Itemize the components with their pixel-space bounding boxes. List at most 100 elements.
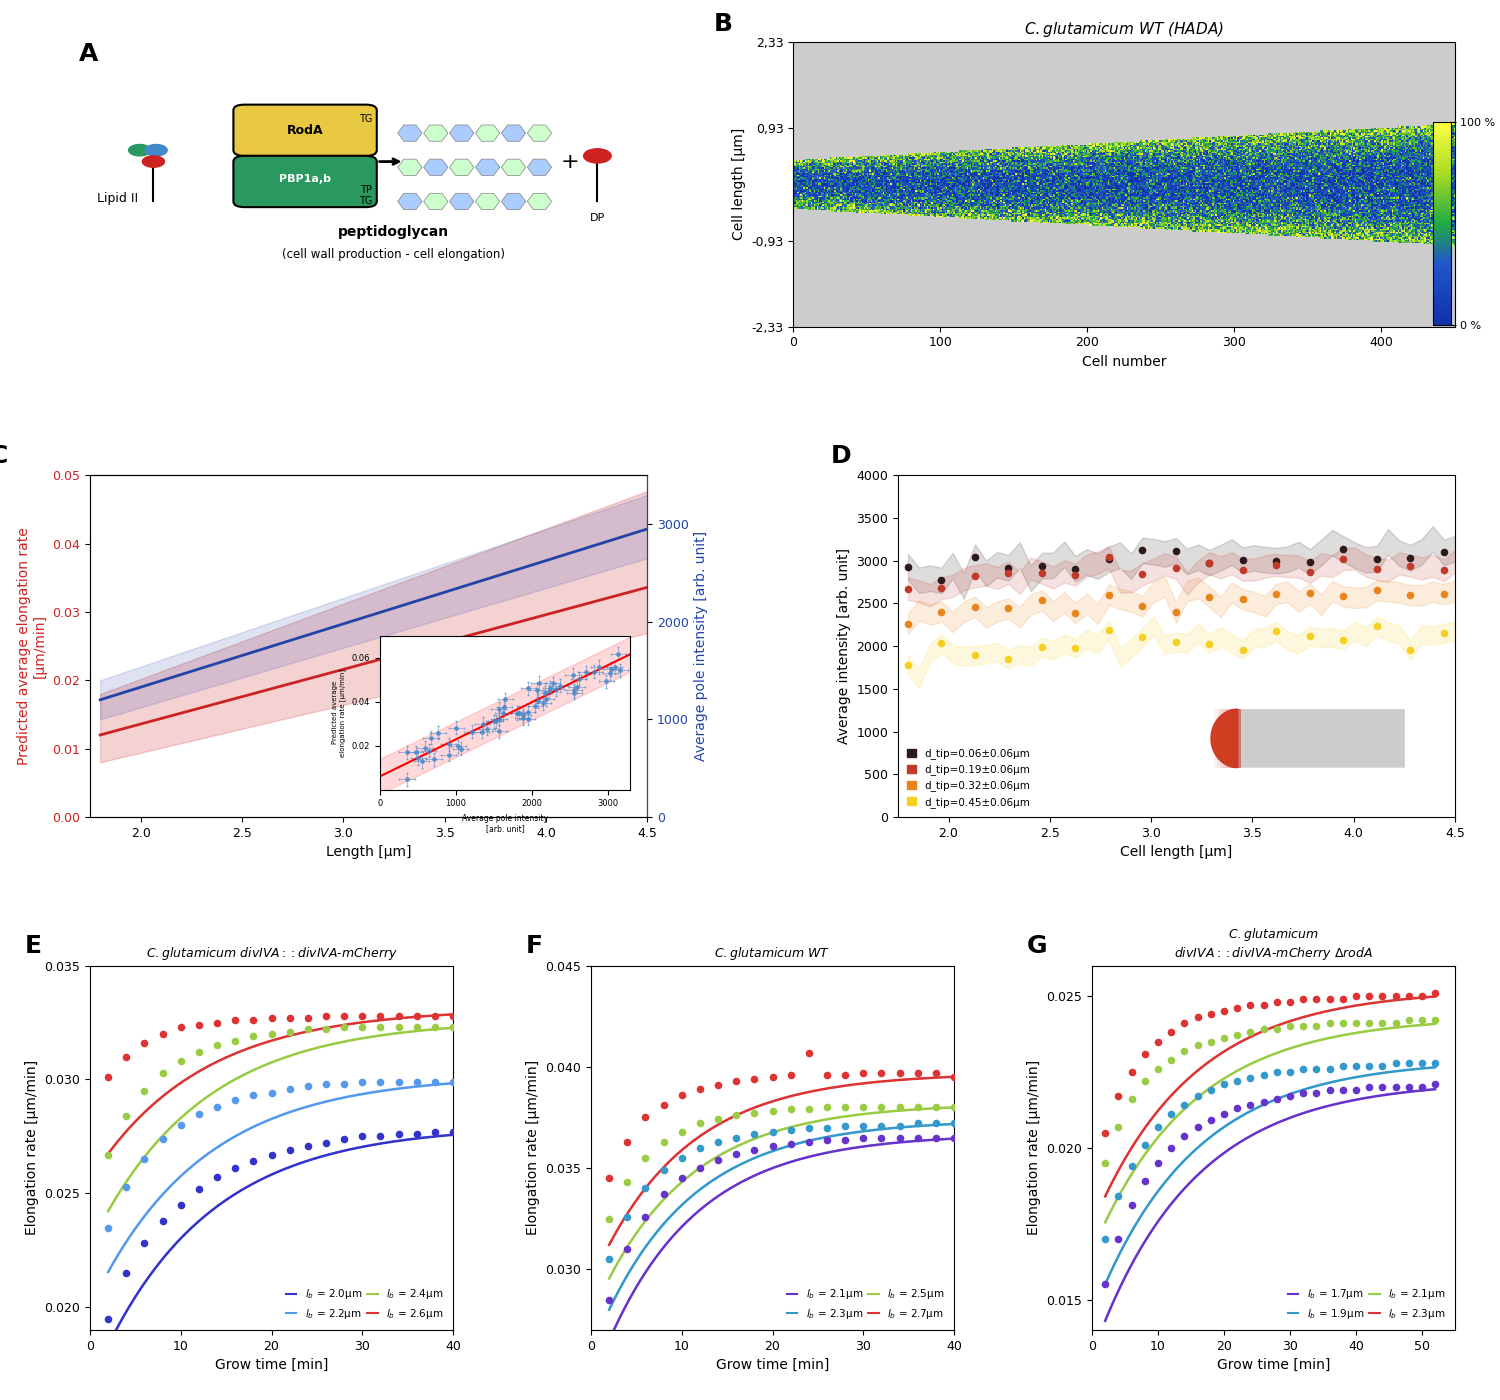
Point bbox=[1358, 1012, 1382, 1035]
Point bbox=[1119, 1088, 1143, 1110]
Point bbox=[688, 1137, 712, 1159]
Point bbox=[1173, 1093, 1197, 1116]
Point bbox=[1365, 557, 1389, 580]
Point bbox=[1198, 1030, 1222, 1053]
Point bbox=[224, 1089, 248, 1112]
Y-axis label: Elongation rate [μm/min]: Elongation rate [μm/min] bbox=[1028, 1060, 1041, 1235]
Point bbox=[669, 1168, 693, 1190]
Point bbox=[1146, 1057, 1170, 1079]
Point bbox=[852, 1127, 876, 1149]
Legend: d_tip=0.06±0.06μm, d_tip=0.19±0.06μm, d_tip=0.32±0.06μm, d_tip=0.45±0.06μm: d_tip=0.06±0.06μm, d_tip=0.19±0.06μm, d_… bbox=[903, 745, 1034, 812]
Point bbox=[423, 1004, 447, 1026]
Point bbox=[150, 1127, 174, 1149]
Y-axis label: Cell length [μm]: Cell length [μm] bbox=[732, 129, 746, 241]
Point bbox=[1424, 1009, 1448, 1032]
Point bbox=[760, 1100, 784, 1123]
Point bbox=[260, 1082, 284, 1105]
Point bbox=[1164, 631, 1188, 654]
Point bbox=[1398, 554, 1422, 577]
Point bbox=[1264, 991, 1288, 1014]
Point bbox=[615, 1238, 639, 1260]
Point bbox=[615, 1131, 639, 1154]
Point bbox=[760, 1134, 784, 1156]
Point bbox=[1239, 1067, 1263, 1089]
Point bbox=[242, 1151, 266, 1173]
Legend: $l_b$ = 2.0μm, $l_b$ = 2.2μm, $l_b$ = 2.4μm, $l_b$ = 2.6μm: $l_b$ = 2.0μm, $l_b$ = 2.2μm, $l_b$ = 2.… bbox=[282, 1284, 448, 1324]
Polygon shape bbox=[423, 193, 448, 210]
Point bbox=[778, 1098, 802, 1120]
Point bbox=[815, 1116, 839, 1138]
Point bbox=[387, 1071, 411, 1093]
Point bbox=[706, 1131, 730, 1154]
X-axis label: Cell number: Cell number bbox=[1082, 356, 1167, 370]
Point bbox=[1298, 560, 1322, 582]
Point bbox=[688, 1156, 712, 1179]
Point bbox=[742, 1138, 766, 1161]
Point bbox=[170, 1194, 194, 1217]
Point bbox=[1396, 1051, 1420, 1074]
Point bbox=[796, 1042, 820, 1064]
Point bbox=[1030, 589, 1054, 612]
Point bbox=[1212, 1028, 1236, 1050]
Point bbox=[188, 1102, 211, 1124]
Point bbox=[1264, 1018, 1288, 1040]
Point bbox=[1398, 546, 1422, 568]
Point bbox=[260, 1023, 284, 1046]
Point bbox=[896, 556, 920, 578]
Point bbox=[1305, 1057, 1329, 1079]
Point bbox=[1424, 981, 1448, 1004]
Point bbox=[1344, 984, 1368, 1007]
Circle shape bbox=[142, 155, 165, 167]
Point bbox=[1107, 1228, 1131, 1250]
Point bbox=[963, 595, 987, 617]
Polygon shape bbox=[476, 193, 500, 210]
Point bbox=[150, 1023, 174, 1046]
Point bbox=[1107, 1116, 1131, 1138]
Point bbox=[278, 1021, 302, 1043]
Point bbox=[1064, 563, 1088, 585]
Point bbox=[296, 1018, 320, 1040]
Legend: $l_b$ = 2.1μm, $l_b$ = 2.3μm, $l_b$ = 2.5μm, $l_b$ = 2.7μm: $l_b$ = 2.1μm, $l_b$ = 2.3μm, $l_b$ = 2.… bbox=[783, 1284, 950, 1324]
Point bbox=[1094, 1228, 1118, 1250]
Point bbox=[1197, 585, 1221, 608]
Point bbox=[369, 1004, 393, 1026]
Point bbox=[387, 1123, 411, 1145]
Point bbox=[633, 1147, 657, 1169]
Point bbox=[815, 1064, 839, 1086]
Circle shape bbox=[584, 148, 610, 162]
Point bbox=[242, 1084, 266, 1106]
Point bbox=[1410, 1075, 1434, 1098]
Point bbox=[387, 1016, 411, 1039]
Point bbox=[1232, 559, 1256, 581]
Point bbox=[1164, 601, 1188, 623]
Point bbox=[1278, 991, 1302, 1014]
Point bbox=[351, 1126, 375, 1148]
Point bbox=[1432, 582, 1456, 605]
Point bbox=[870, 1127, 894, 1149]
Point bbox=[1197, 633, 1221, 655]
Point bbox=[314, 1133, 338, 1155]
Point bbox=[1164, 540, 1188, 563]
Polygon shape bbox=[423, 125, 448, 141]
Point bbox=[206, 1035, 230, 1057]
Point bbox=[332, 1072, 356, 1095]
Point bbox=[651, 1093, 675, 1116]
Point bbox=[1396, 1009, 1420, 1032]
Point bbox=[688, 1112, 712, 1134]
Point bbox=[1131, 626, 1155, 648]
Point bbox=[1212, 1103, 1236, 1126]
Point bbox=[1064, 557, 1088, 580]
Point bbox=[833, 1096, 856, 1119]
Point bbox=[296, 1134, 320, 1156]
Point bbox=[852, 1061, 876, 1084]
Text: TG: TG bbox=[358, 113, 372, 123]
Point bbox=[1119, 1061, 1143, 1084]
Point bbox=[1096, 619, 1120, 641]
Point bbox=[1383, 1012, 1407, 1035]
Point bbox=[706, 1109, 730, 1131]
Y-axis label: Elongation rate [μm/min]: Elongation rate [μm/min] bbox=[26, 1060, 39, 1235]
Polygon shape bbox=[450, 160, 474, 175]
Point bbox=[1164, 557, 1188, 580]
Point bbox=[1185, 1007, 1209, 1029]
Point bbox=[1317, 988, 1341, 1011]
